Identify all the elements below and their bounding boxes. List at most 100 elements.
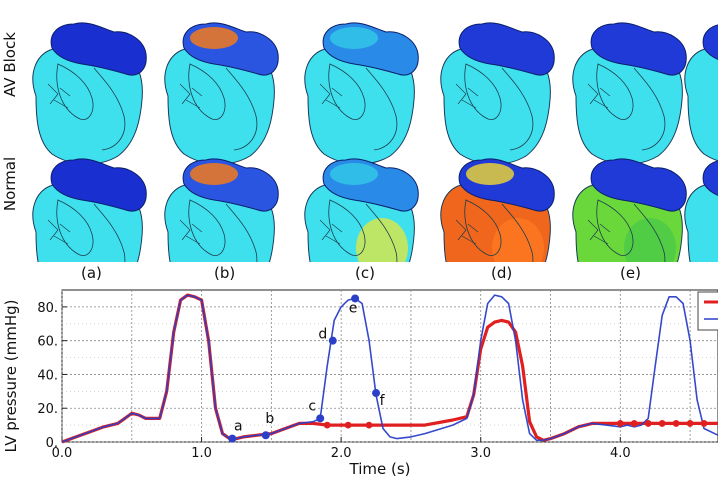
x-tick-label: 3.0 — [470, 446, 491, 461]
annotation-label-c: c — [308, 398, 316, 414]
heart-conduction-network — [319, 219, 343, 245]
heart-av-block-4 — [440, 22, 555, 165]
heart-conduction-network — [47, 219, 71, 245]
heart-chamber-outline — [93, 203, 126, 262]
heart-atria — [590, 22, 687, 76]
red-marker — [344, 421, 352, 429]
heart-atria — [702, 160, 718, 197]
x-tick-label: 4.0 — [610, 446, 631, 461]
heart-atria-activation — [330, 27, 378, 49]
annotation-label-a: a — [234, 419, 243, 435]
heart-conduction-network — [319, 83, 343, 109]
annotation-label-e: e — [349, 300, 358, 316]
red-marker — [700, 420, 708, 427]
heart-normal-4 — [440, 158, 555, 262]
y-axis-title: LV pressure (mmHg) — [2, 299, 20, 452]
heart-conduction-network — [587, 219, 611, 245]
red-marker — [323, 421, 331, 429]
y-tick-label: 40. — [37, 368, 58, 383]
heart-chamber-outline — [93, 67, 126, 151]
red-marker — [365, 421, 373, 429]
y-tick-label: 80. — [37, 301, 58, 316]
heart-atria-activation — [330, 163, 378, 185]
annotation-point-e — [351, 294, 360, 303]
heart-av-block-3 — [304, 22, 419, 165]
heart-chamber-outline — [365, 67, 398, 151]
heart-ventricle — [164, 46, 275, 165]
heart-normal-2 — [164, 158, 279, 262]
heart-ventricle-activation — [624, 218, 676, 262]
heart-ventricle-activation — [356, 218, 408, 262]
panel-label-b: (b) — [214, 264, 236, 282]
red-marker — [672, 420, 680, 427]
heart-atria — [458, 22, 555, 76]
red-marker — [686, 420, 694, 427]
heart-atria-activation — [190, 27, 238, 49]
row-label-normal: Normal — [1, 156, 19, 212]
heart-av-block-1 — [32, 22, 147, 165]
annotation-label-f: f — [380, 393, 386, 409]
annotation-point-f — [372, 389, 381, 398]
heart-septum-outline — [328, 199, 366, 256]
heart-chamber-outline — [225, 67, 258, 151]
annotation-point-a — [228, 434, 237, 443]
red-marker — [644, 420, 652, 427]
heart-septum-outline — [596, 63, 634, 120]
heart-ventricle — [684, 182, 718, 262]
heart-septum-outline — [328, 63, 366, 120]
heart-septum-outline — [464, 199, 502, 256]
heart-conduction-network — [455, 219, 479, 245]
red-marker — [616, 420, 624, 427]
x-tick-label: 2.0 — [331, 446, 352, 461]
panel-label-e: (e) — [620, 264, 641, 282]
heart-normal-3 — [304, 158, 419, 262]
heart-normal-1 — [32, 158, 147, 262]
heart-septum-outline — [56, 199, 94, 256]
heart-ventricle — [684, 46, 718, 162]
x-tick-label: 0.0 — [52, 446, 73, 461]
red-marker — [658, 420, 666, 427]
annotation-point-d — [328, 336, 337, 345]
heart-av-block-5 — [572, 22, 687, 165]
annotation-point-c — [316, 414, 325, 423]
row-label-av-block: AV Block — [1, 32, 19, 97]
x-axis-title: Time (s) — [349, 460, 411, 478]
heart-ventricle — [572, 46, 683, 165]
legend — [697, 291, 718, 331]
heart-atria-activation — [190, 163, 238, 185]
heart-septum-outline — [464, 63, 502, 120]
panel-label-c: (c) — [355, 264, 375, 282]
annotation-point-b — [261, 431, 270, 440]
x-tick-label: 1.0 — [191, 446, 212, 461]
y-tick-label: 20. — [37, 402, 58, 417]
heart-atria — [50, 158, 147, 212]
annotation-label-b: b — [265, 411, 274, 427]
heart-chamber-outline — [501, 203, 534, 262]
heart-av-block-2 — [164, 22, 279, 165]
heart-atria — [590, 158, 687, 212]
heart-ventricle-activation — [492, 218, 544, 262]
heart-conduction-network — [587, 83, 611, 109]
panel-label-d: (d) — [491, 264, 513, 282]
heart-conduction-network — [179, 219, 203, 245]
heart-conduction-network — [179, 83, 203, 109]
heart-chamber-outline — [225, 203, 258, 262]
lv-pressure-chart: 0.0 1.0 2.0 3.0 4.0 0. 20. 40. 60. 80. a b c d e f Time … — [2, 289, 718, 478]
y-tick-label: 60. — [37, 335, 58, 350]
heart-conduction-network — [455, 83, 479, 109]
heart-atria-activation — [466, 163, 514, 185]
heart-atria — [50, 22, 147, 76]
heart-chamber-outline — [633, 67, 666, 151]
heart-chamber-outline — [633, 203, 666, 262]
heart-chamber-outline — [365, 203, 398, 262]
heart-septum-outline — [596, 199, 634, 256]
red-marker — [630, 420, 638, 427]
heart-chamber-outline — [501, 67, 534, 151]
heart-ventricle — [440, 46, 551, 165]
heart-atria — [702, 24, 718, 61]
panel-label-a: (a) — [81, 264, 102, 282]
annotation-label-d: d — [318, 327, 327, 343]
heart-panels — [32, 22, 718, 262]
heart-conduction-network — [47, 83, 71, 109]
plot-area — [61, 289, 718, 443]
